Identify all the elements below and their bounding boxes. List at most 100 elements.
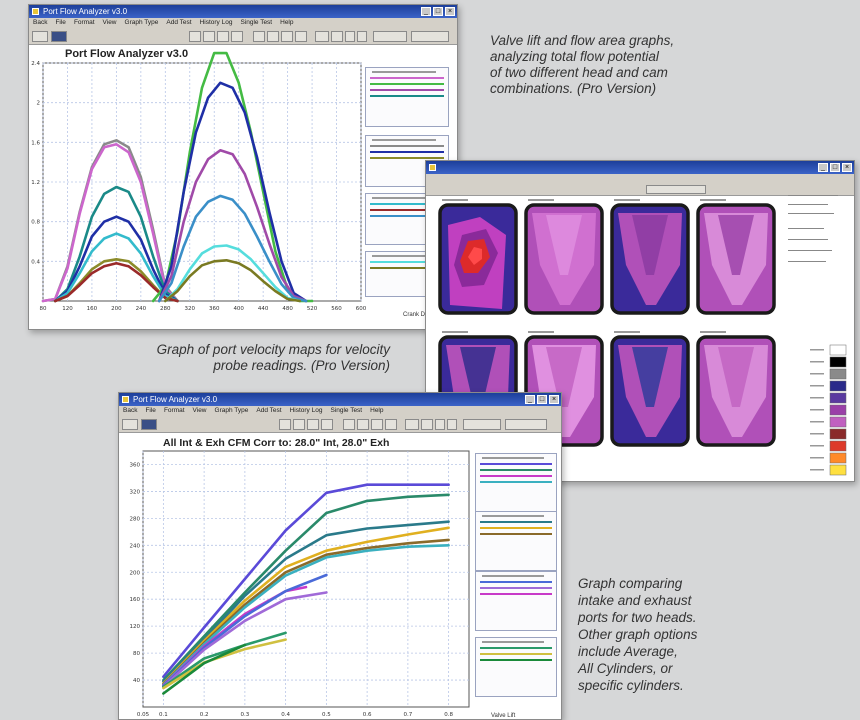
tool-button[interactable] bbox=[371, 419, 383, 430]
menu-add-test[interactable]: Add Test bbox=[256, 407, 282, 414]
close-icon[interactable]: × bbox=[445, 7, 455, 16]
legend-entry bbox=[480, 481, 552, 483]
print-button[interactable] bbox=[122, 419, 138, 430]
series-line-2 bbox=[162, 493, 450, 682]
plot-area bbox=[142, 450, 470, 708]
tool-button[interactable] bbox=[321, 419, 333, 430]
window-1-toolbar bbox=[29, 28, 457, 45]
menu-format[interactable]: Format bbox=[73, 19, 95, 26]
tool-button[interactable] bbox=[295, 31, 307, 42]
close-icon[interactable]: × bbox=[549, 395, 559, 404]
tool-button[interactable] bbox=[189, 31, 201, 42]
maximize-icon[interactable]: □ bbox=[537, 395, 547, 404]
menu-back[interactable]: Back bbox=[123, 407, 138, 414]
legend-swatch-label bbox=[810, 409, 824, 411]
menu-single-test[interactable]: Single Test bbox=[240, 19, 273, 26]
series-line-13 bbox=[164, 259, 302, 303]
tool-button[interactable] bbox=[307, 419, 319, 430]
menu-help[interactable]: Help bbox=[370, 407, 384, 414]
close-icon[interactable]: × bbox=[842, 163, 852, 172]
tool-button[interactable] bbox=[253, 31, 265, 42]
y-tick-label: 2.4 bbox=[31, 61, 40, 67]
menu-view[interactable]: View bbox=[102, 19, 117, 26]
tool-button[interactable] bbox=[217, 31, 229, 42]
window-3-titlebar[interactable]: Port Flow Analyzer v3.0 _ □ × bbox=[119, 393, 561, 406]
tool-button[interactable] bbox=[357, 419, 369, 430]
wide-tool-button[interactable] bbox=[373, 31, 407, 42]
tool-button[interactable] bbox=[281, 31, 293, 42]
map-label bbox=[700, 199, 726, 201]
velocity-maps bbox=[438, 199, 776, 447]
x-tick-label: 0.7 bbox=[404, 712, 413, 718]
legend-swatch bbox=[829, 452, 847, 464]
save-button[interactable] bbox=[51, 31, 67, 42]
minimize-icon[interactable]: _ bbox=[818, 163, 828, 172]
tool-button[interactable] bbox=[293, 419, 305, 430]
window-3-menubar: Back File Format View Graph Type Add Tes… bbox=[119, 406, 561, 416]
tool-button[interactable] bbox=[435, 419, 445, 430]
legend-swatch bbox=[829, 392, 847, 404]
legend-entry bbox=[370, 151, 444, 153]
legend-header bbox=[482, 515, 544, 517]
legend-swatch bbox=[829, 464, 847, 476]
minimize-icon[interactable]: _ bbox=[421, 7, 431, 16]
tool-button[interactable] bbox=[203, 31, 215, 42]
tool-button[interactable] bbox=[421, 419, 433, 430]
menu-graph-type[interactable]: Graph Type bbox=[214, 407, 249, 414]
caption-valve-lift: Valve lift and flow area graphs, analyzi… bbox=[490, 33, 675, 96]
info-line bbox=[788, 239, 828, 240]
tool-button[interactable] bbox=[447, 419, 457, 430]
minimize-icon[interactable]: _ bbox=[525, 395, 535, 404]
tool-button[interactable] bbox=[279, 419, 291, 430]
menu-view[interactable]: View bbox=[192, 407, 207, 414]
legend-swatch bbox=[829, 380, 847, 392]
wide-tool-button[interactable] bbox=[505, 419, 547, 430]
print-button[interactable] bbox=[32, 31, 48, 42]
tool-button[interactable] bbox=[357, 31, 367, 42]
tool-button[interactable] bbox=[405, 419, 419, 430]
window-1-titlebar[interactable]: Port Flow Analyzer v3.0 _ □ × bbox=[29, 5, 457, 18]
maximize-icon[interactable]: □ bbox=[433, 7, 443, 16]
tool-button[interactable] bbox=[231, 31, 243, 42]
cfm-comparison-chart: 0.05 0.1 0.2 0.3 0.4 0.5 0.6 0.7 0.8 40 80 120 160 20… bbox=[130, 450, 470, 718]
wide-tool-button[interactable] bbox=[463, 419, 501, 430]
tool-button[interactable] bbox=[315, 31, 329, 42]
save-button[interactable] bbox=[141, 419, 157, 430]
menu-format[interactable]: Format bbox=[163, 407, 185, 414]
tool-button[interactable] bbox=[343, 419, 355, 430]
window-1-menubar: Back File Format View Graph Type Add Tes… bbox=[29, 18, 457, 28]
menu-file[interactable]: File bbox=[55, 19, 66, 26]
y-tick-label: 40 bbox=[133, 678, 140, 684]
wide-tool-button[interactable] bbox=[411, 31, 449, 42]
map-label bbox=[614, 199, 640, 201]
tool-button[interactable] bbox=[646, 185, 706, 194]
menu-help[interactable]: Help bbox=[280, 19, 294, 26]
window-2-titlebar[interactable]: _ □ × bbox=[426, 161, 854, 174]
menu-back[interactable]: Back bbox=[33, 19, 48, 26]
tool-button[interactable] bbox=[331, 31, 343, 42]
x-tick-label: 160 bbox=[87, 306, 98, 312]
info-line bbox=[788, 213, 834, 214]
menu-graph-type[interactable]: Graph Type bbox=[124, 19, 159, 26]
tool-button[interactable] bbox=[267, 31, 279, 42]
chart-2-legend-box bbox=[475, 453, 557, 519]
menu-add-test[interactable]: Add Test bbox=[166, 19, 192, 26]
chart-1-legend-box bbox=[365, 67, 449, 127]
menu-history-log[interactable]: History Log bbox=[289, 407, 323, 414]
y-tick-label: 360 bbox=[130, 462, 141, 468]
y-tick-label: 1.2 bbox=[31, 180, 40, 186]
maximize-icon[interactable]: □ bbox=[830, 163, 840, 172]
info-line bbox=[788, 228, 824, 229]
legend-entry bbox=[370, 157, 444, 159]
tool-button[interactable] bbox=[345, 31, 355, 42]
tool-button[interactable] bbox=[385, 419, 397, 430]
menu-file[interactable]: File bbox=[145, 407, 156, 414]
legend-swatch-label bbox=[810, 397, 824, 399]
velocity-map-6 bbox=[524, 331, 604, 447]
menu-history-log[interactable]: History Log bbox=[199, 19, 233, 26]
series-line-4 bbox=[162, 526, 450, 685]
info-line bbox=[788, 261, 826, 262]
menu-single-test[interactable]: Single Test bbox=[330, 407, 363, 414]
y-tick-label: 80 bbox=[133, 651, 140, 657]
legend-entry bbox=[370, 209, 444, 211]
